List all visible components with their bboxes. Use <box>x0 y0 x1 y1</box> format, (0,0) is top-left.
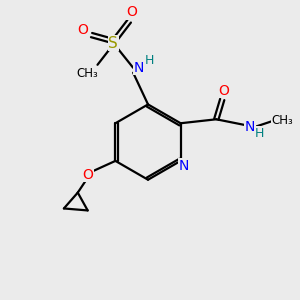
Text: H: H <box>255 127 265 140</box>
Text: CH₃: CH₃ <box>272 114 293 127</box>
Text: O: O <box>218 84 229 98</box>
Text: O: O <box>82 168 93 182</box>
Text: O: O <box>77 23 88 37</box>
Text: S: S <box>109 35 118 50</box>
Text: N: N <box>245 120 255 134</box>
Text: N: N <box>178 159 189 173</box>
Text: N: N <box>134 61 144 75</box>
Text: O: O <box>127 5 138 19</box>
Text: H: H <box>144 54 154 67</box>
Text: CH₃: CH₃ <box>77 67 98 80</box>
